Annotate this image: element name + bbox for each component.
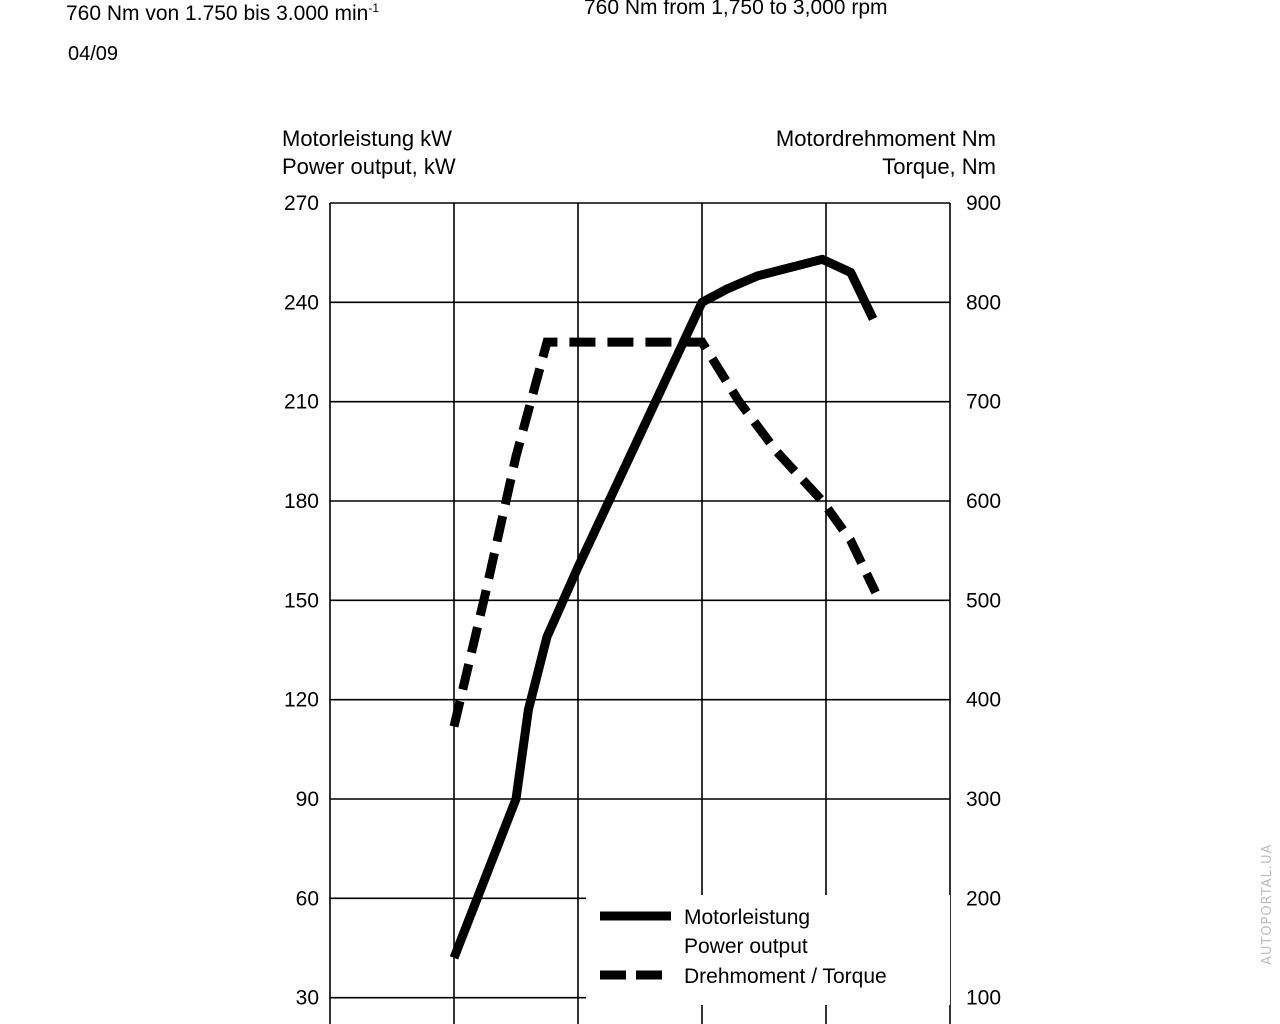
left-tick-label: 240 <box>284 291 319 314</box>
watermark: AUTOPORTAL.UA <box>1260 844 1275 965</box>
left-tick-label: 270 <box>284 192 319 215</box>
left-tick-label: 210 <box>284 391 319 414</box>
left-axis-tick-labels: 30 60 90 120 150 180 210 240 270 <box>284 192 319 1010</box>
torque-curve <box>449 337 880 728</box>
left-tick-label: 90 <box>296 788 319 811</box>
right-tick-label: 500 <box>966 589 1001 612</box>
right-tick-label: 800 <box>966 291 1001 314</box>
right-tick-label: 900 <box>966 192 1001 215</box>
right-tick-label: 400 <box>966 689 1001 712</box>
right-axis-tick-labels: 100 200 300 400 500 600 700 800 900 <box>966 192 1001 1010</box>
torque-spec-german-text: 760 Nm von 1.750 bis 3.000 min <box>66 2 369 25</box>
right-tick-label: 600 <box>966 490 1001 513</box>
right-tick-label: 200 <box>966 887 1001 910</box>
left-tick-label: 150 <box>284 589 319 612</box>
chart-legend: Motorleistung Power output Drehmoment / … <box>586 895 950 1005</box>
left-tick-label: 180 <box>284 490 319 513</box>
power-curve <box>449 254 878 960</box>
left-tick-label: 30 <box>296 987 319 1010</box>
legend-label-power-de: Motorleistung <box>684 906 810 929</box>
right-axis-title-de: Motordrehmoment Nm <box>776 126 996 151</box>
left-tick-label: 120 <box>284 689 319 712</box>
torque-spec-english: 760 Nm from 1,750 to 3,000 rpm <box>584 0 888 19</box>
right-axis-title-en: Torque, Nm <box>882 154 996 179</box>
rpm-superscript: -1 <box>368 1 380 15</box>
right-tick-label: 100 <box>966 987 1001 1010</box>
right-tick-label: 300 <box>966 788 1001 811</box>
left-tick-label: 60 <box>296 887 319 910</box>
right-tick-label: 700 <box>966 391 1001 414</box>
document-date: 04/09 <box>68 43 119 65</box>
legend-label-torque: Drehmoment / Torque <box>684 965 887 988</box>
legend-label-power-en: Power output <box>684 935 808 958</box>
left-axis-title-de: Motorleistung kW <box>282 126 452 151</box>
chart-series <box>449 254 880 960</box>
torque-spec-german: 760 Nm von 1.750 bis 3.000 min-1 <box>66 0 379 26</box>
left-axis-title-en: Power output, kW <box>282 154 456 179</box>
